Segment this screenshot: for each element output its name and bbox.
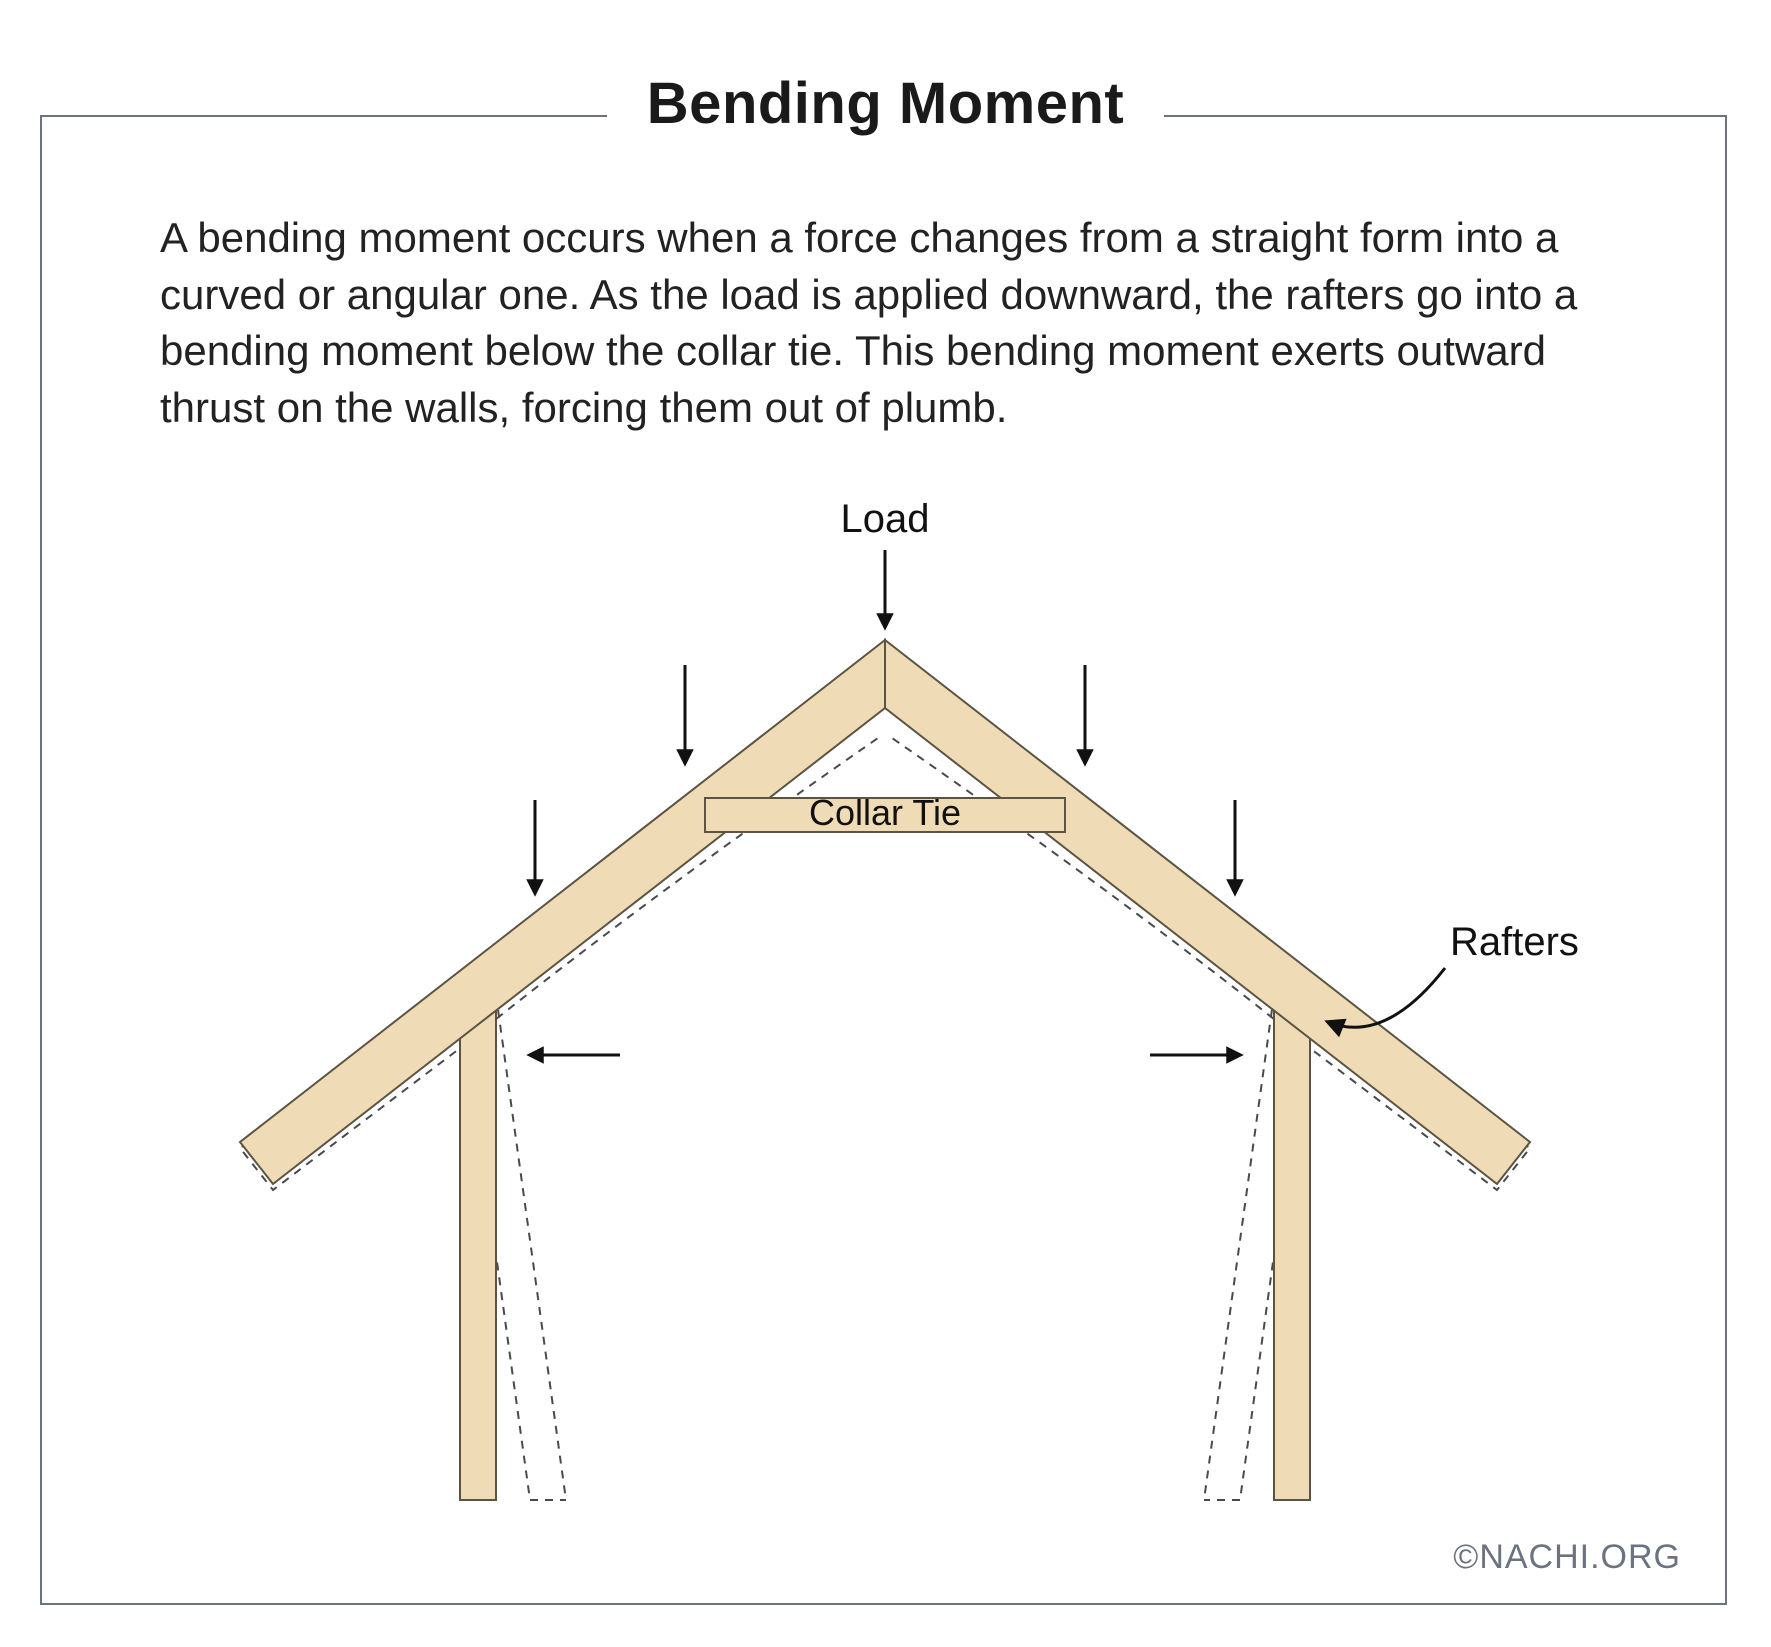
wall-left <box>460 995 496 1500</box>
collar-tie-label: Collar Tie <box>809 792 961 833</box>
rafter-left <box>240 640 885 1184</box>
diagram-card: Bending Moment A bending moment occurs w… <box>40 70 1731 1607</box>
rafters-label: Rafters <box>1450 920 1579 964</box>
description-text: A bending moment occurs when a force cha… <box>160 210 1600 437</box>
copyright-text: ©NACHI.ORG <box>1453 1538 1681 1577</box>
bending-moment-diagram: Load Collar Tie Rafters <box>160 490 1610 1540</box>
load-label: Load <box>841 497 930 541</box>
card-title: Bending Moment <box>40 70 1731 137</box>
wall-right <box>1274 995 1310 1500</box>
wood-members <box>240 640 1530 1500</box>
title-text: Bending Moment <box>607 71 1164 136</box>
rafter-right <box>885 640 1530 1184</box>
